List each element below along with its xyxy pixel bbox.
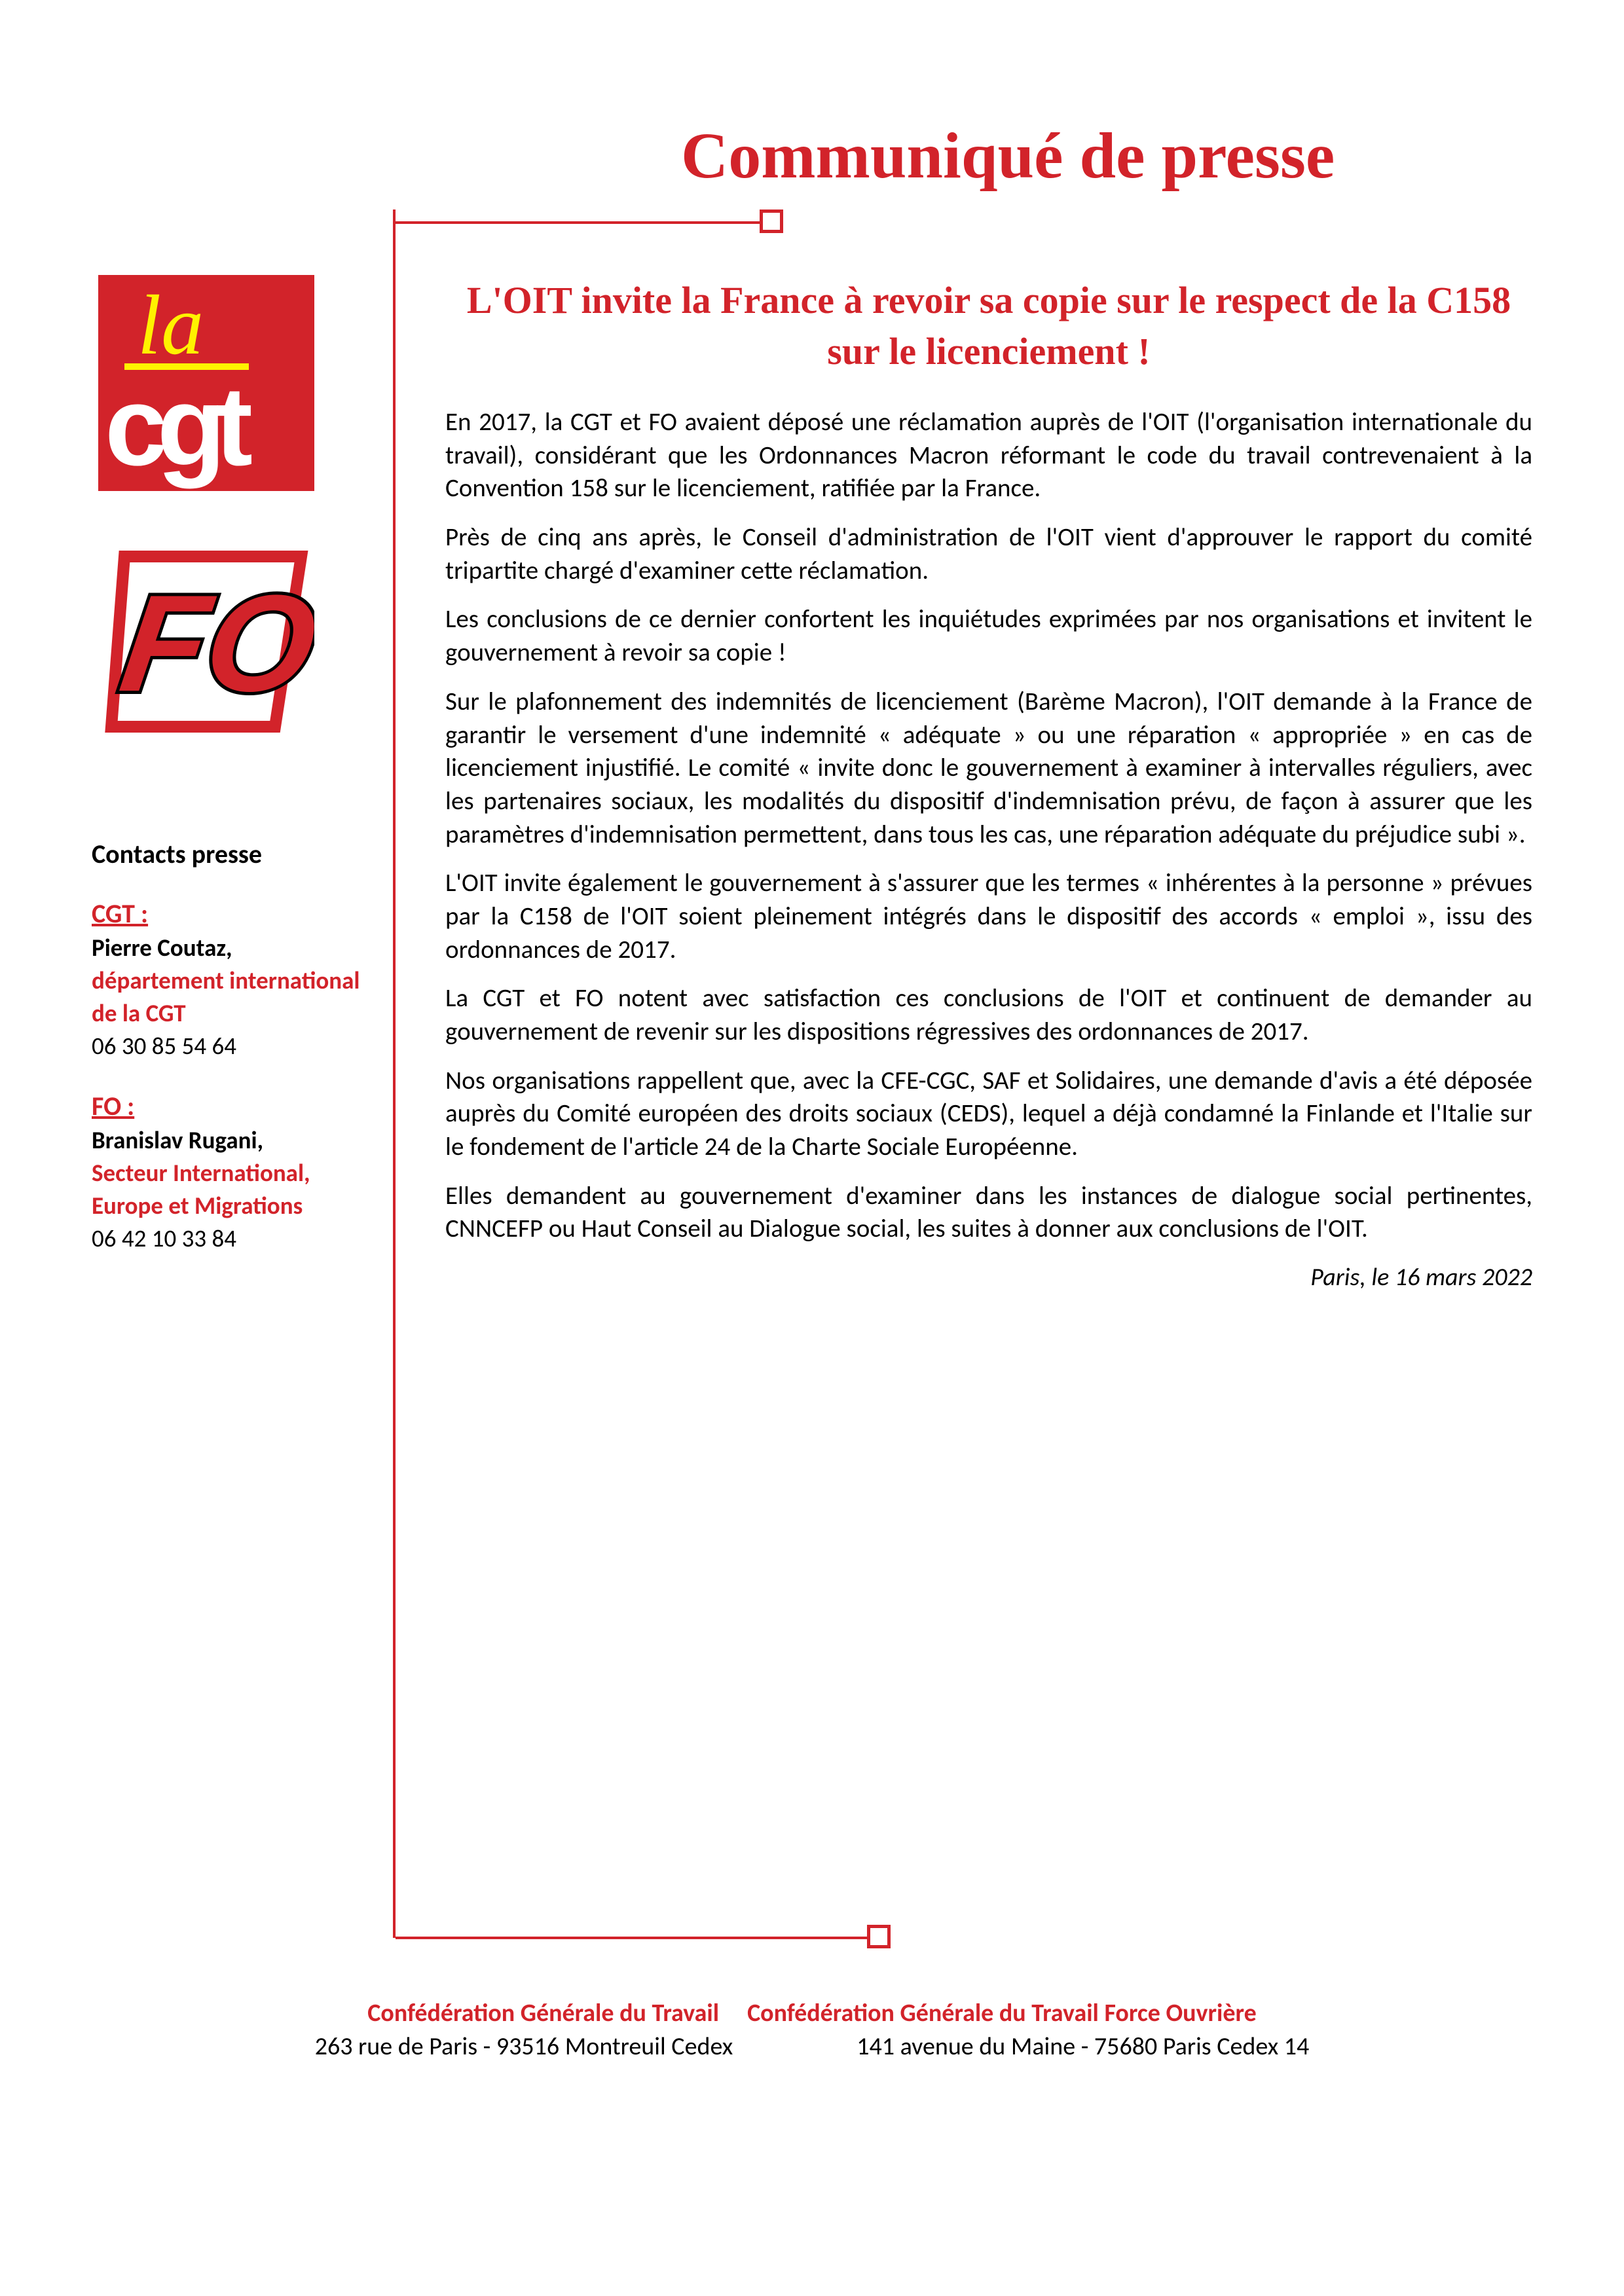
footer: Confédération Générale du Travail Conféd… bbox=[131, 1997, 1493, 2064]
square-marker-top bbox=[760, 210, 783, 233]
footer-addr-right: 141 avenue du Maine - 75680 Paris Cedex … bbox=[857, 2032, 1309, 2062]
contact-phone: 06 30 85 54 64 bbox=[92, 1030, 367, 1063]
contact-name: Pierre Coutaz, bbox=[92, 932, 367, 964]
horizontal-rule-bottom bbox=[396, 1937, 867, 1939]
footer-org-left: Confédération Générale du Travail bbox=[367, 1998, 719, 2028]
contact-role: Secteur International, Europe et Migrati… bbox=[92, 1157, 367, 1222]
contact-name: Branislav Rugani, bbox=[92, 1124, 367, 1157]
contact-cgt: CGT : Pierre Coutaz, département interna… bbox=[92, 896, 367, 1063]
square-marker-bottom bbox=[867, 1925, 891, 1948]
paragraph: L'OIT invite également le gouvernement à… bbox=[445, 867, 1532, 966]
paragraph: Elles demandent au gouvernement d'examin… bbox=[445, 1180, 1532, 1246]
svg-text:FO: FO bbox=[113, 566, 314, 720]
document-body: En 2017, la CGT et FO avaient déposé une… bbox=[445, 406, 1532, 1310]
contact-fo: FO : Branislav Rugani, Secteur Internati… bbox=[92, 1089, 367, 1255]
vertical-rule bbox=[393, 210, 396, 1938]
paragraph: La CGT et FO notent avec satisfaction ce… bbox=[445, 982, 1532, 1048]
contact-org-label: FO : bbox=[92, 1089, 367, 1124]
sidebar: cgt la FO Contacts presse CGT : Pierre C… bbox=[92, 275, 367, 1255]
contact-phone: 06 42 10 33 84 bbox=[92, 1222, 367, 1255]
horizontal-rule-top bbox=[396, 221, 760, 224]
logo-cgt: cgt la bbox=[98, 275, 314, 491]
contacts-heading: Contacts presse bbox=[92, 838, 367, 870]
paragraph: Près de cinq ans après, le Conseil d'adm… bbox=[445, 521, 1532, 587]
paragraph: Sur le plafonnement des indemnités de li… bbox=[445, 685, 1532, 851]
footer-org-right: Confédération Générale du Travail Force … bbox=[747, 1998, 1257, 2028]
logo-fo: FO bbox=[105, 543, 314, 740]
paragraph: Les conclusions de ce dernier confortent… bbox=[445, 603, 1532, 669]
document-subtitle: L'OIT invite la France à revoir sa copie… bbox=[458, 275, 1519, 378]
svg-text:la: la bbox=[138, 278, 204, 373]
contact-role: département international de la CGT bbox=[92, 964, 367, 1030]
date-location: Paris, le 16 mars 2022 bbox=[445, 1262, 1532, 1294]
svg-text:cgt: cgt bbox=[105, 363, 252, 489]
paragraph: Nos organisations rappellent que, avec l… bbox=[445, 1065, 1532, 1164]
paragraph: En 2017, la CGT et FO avaient déposé une… bbox=[445, 406, 1532, 505]
footer-addr-left: 263 rue de Paris - 93516 Montreuil Cedex bbox=[315, 2032, 733, 2062]
contact-org-label: CGT : bbox=[92, 896, 367, 932]
page-title: Communiqué de presse bbox=[681, 118, 1565, 193]
